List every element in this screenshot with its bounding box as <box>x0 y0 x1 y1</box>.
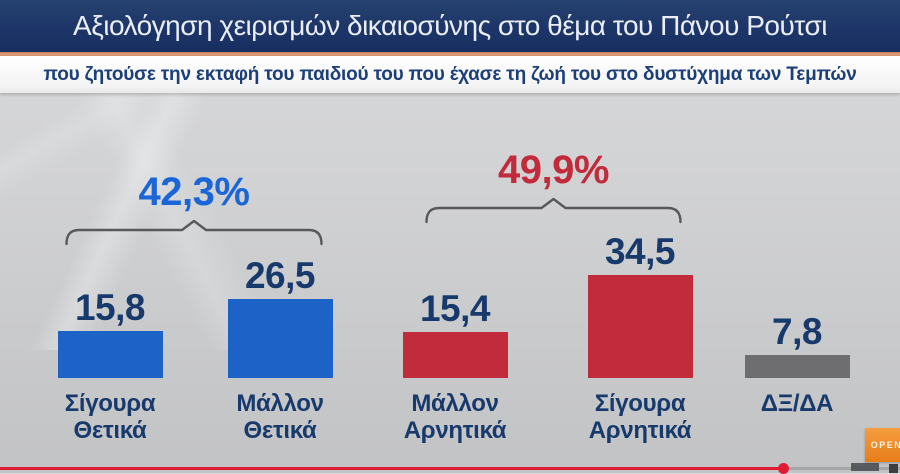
bar-value-label: 34,5 <box>604 230 676 272</box>
group-annotation-negative: 49,9% <box>425 148 682 224</box>
bar-value-label: 15,4 <box>419 287 491 329</box>
bar-category-label: Μάλλον Αρνητικά <box>403 390 507 444</box>
brace-icon <box>65 219 323 246</box>
bar <box>744 354 850 378</box>
channel-logo-text: OPEN <box>870 440 900 450</box>
bar-group: 7,8 ΔΞ/ΔΑ <box>712 310 882 417</box>
video-progress-played <box>0 467 783 470</box>
bar-category-label: Σίγουρα Θετικά <box>64 390 156 444</box>
bar-category-label: Μάλλον Θετικά <box>236 390 324 444</box>
bar <box>57 330 163 378</box>
bar-value-label: 26,5 <box>244 254 316 296</box>
bar <box>227 298 333 378</box>
bar-value-label: 15,8 <box>74 286 146 328</box>
video-progress-knob[interactable] <box>778 463 789 474</box>
bar <box>402 331 508 378</box>
bar-group: 15,4 Μάλλον Αρνητικά <box>370 287 540 444</box>
bar-value-label: 7,8 <box>772 310 822 352</box>
group-total-label: 42,3% <box>138 170 250 214</box>
bar <box>587 274 693 378</box>
group-annotation-positive: 42,3% <box>65 170 323 246</box>
title-bar: Αξιολόγηση χειρισμών δικαιοσύνης στο θέμ… <box>0 0 900 52</box>
player-dark-segment <box>851 463 879 471</box>
subtitle-band: που ζητούσε την εκταφή του παιδιού του π… <box>0 56 900 93</box>
page-title: Αξιολόγηση χειρισμών δικαιοσύνης στο θέμ… <box>73 10 827 41</box>
channel-logo: OPEN <box>865 428 900 462</box>
video-progress-track[interactable] <box>0 463 900 474</box>
bar-group: 34,5 Σίγουρα Αρνητικά <box>555 230 725 444</box>
brace-icon <box>425 197 682 224</box>
bar-category-label: Σίγουρα Αρνητικά <box>588 390 692 444</box>
bar-group: 26,5 Μάλλον Θετικά <box>195 254 365 444</box>
accent-divider <box>0 52 900 56</box>
group-total-label: 49,9% <box>498 148 609 192</box>
bar-group: 15,8 Σίγουρα Θετικά <box>25 286 195 444</box>
bar-category-label: ΔΞ/ΔΑ <box>760 390 834 417</box>
player-dark-tick <box>889 464 898 473</box>
page-subtitle: που ζητούσε την εκταφή του παιδιού του π… <box>43 63 857 85</box>
